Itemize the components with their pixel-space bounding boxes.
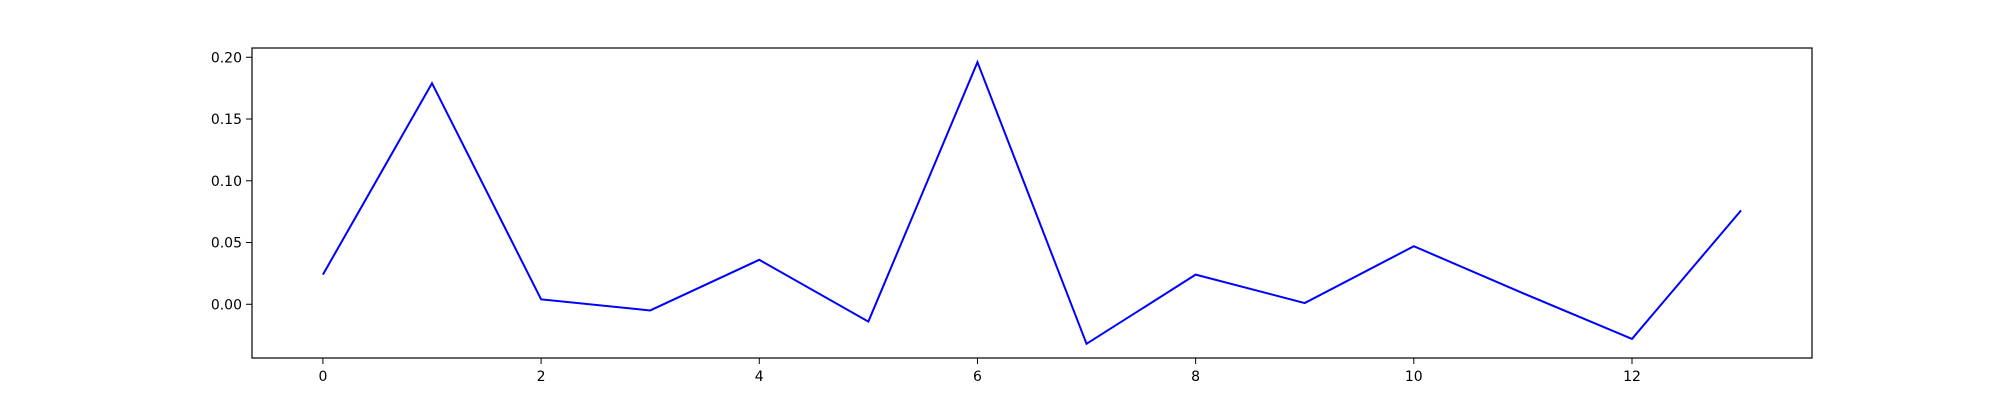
y-tick-label: 0.15 — [211, 112, 242, 128]
y-axis: 0.00 0.05 0.10 0.15 0.20 — [211, 50, 252, 313]
series-layer — [322, 59, 1742, 346]
x-tick-label: 10 — [1405, 369, 1423, 385]
y-tick-label: 0.10 — [211, 174, 242, 190]
x-tick-label: 12 — [1623, 369, 1641, 385]
x-tick-label: 2 — [537, 369, 546, 385]
x-tick-label: 0 — [318, 369, 327, 385]
x-tick-label: 4 — [755, 369, 764, 385]
x-tick-label: 6 — [973, 369, 982, 385]
x-tick-label: 8 — [1191, 369, 1200, 385]
y-tick-label: 0.20 — [211, 50, 242, 66]
y-tick-label: 0.05 — [211, 236, 242, 252]
x-axis: 0 2 4 6 8 10 12 — [318, 358, 1641, 385]
plot-frame — [251, 47, 1813, 359]
y-tick-label: 0.00 — [211, 297, 242, 313]
series-line — [322, 59, 1742, 346]
